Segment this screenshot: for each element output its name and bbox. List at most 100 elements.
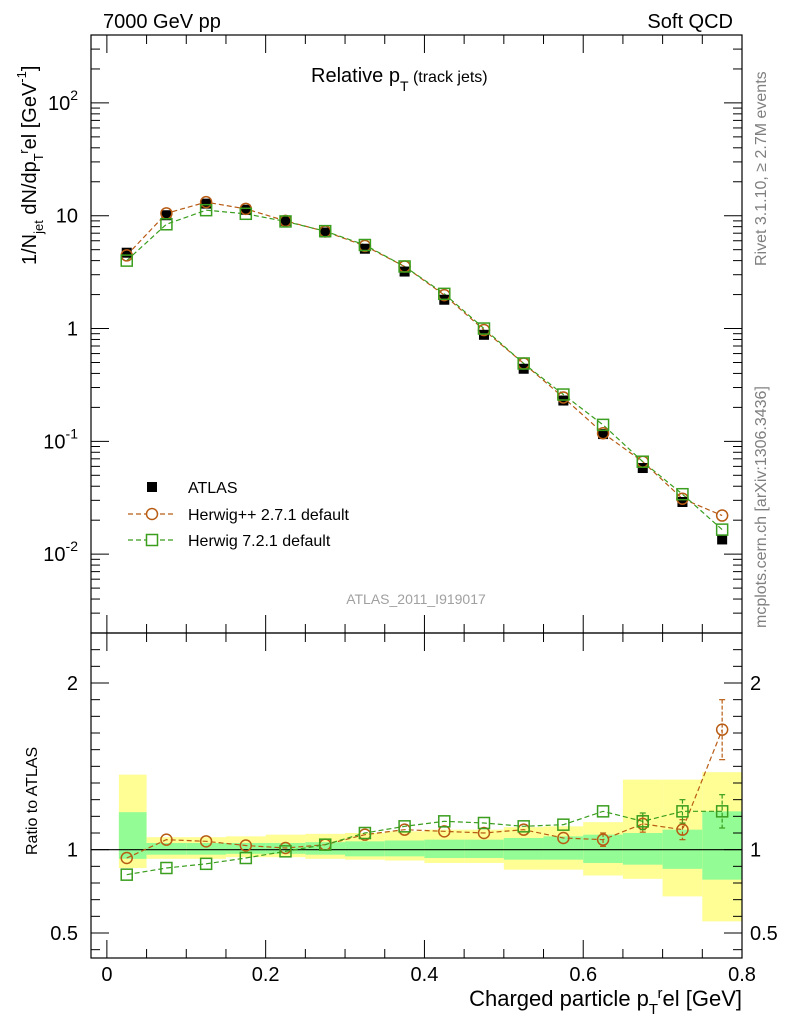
process-label: Soft QCD (647, 11, 733, 33)
x-tick-label: 0 (101, 964, 112, 986)
atlas-point (121, 247, 132, 258)
y-tick-label: 10-2 (43, 538, 78, 566)
main-ylabel: 1/Njet dN/dpTrel [GeV-1] (14, 66, 46, 265)
x-tick-label: 0.2 (252, 964, 280, 986)
ratio-y-tick-label: 0.5 (50, 923, 78, 945)
herwig7-point (596, 418, 610, 432)
x-tick-label: 0.4 (411, 964, 439, 986)
uncertainty-band-inner (118, 812, 147, 859)
herwigpp-line (126, 201, 723, 517)
legend-label: Herwig 7.2.1 default (188, 533, 331, 550)
herwig7-point (318, 224, 332, 238)
herwig7-point (120, 254, 133, 267)
uncertainty-band-inner (622, 833, 663, 865)
atlas-point (359, 243, 370, 254)
x-tick-label: 0.8 (728, 964, 756, 986)
ratio-herwigpp-line (126, 729, 723, 859)
uncertainty-band-inner (186, 843, 226, 855)
herwig7-point (676, 487, 689, 501)
ratio-herwigpp-point (715, 723, 729, 736)
uncertainty-band-inner (424, 839, 465, 858)
atlas-point (201, 198, 212, 209)
y-tick-label: 1 (67, 319, 78, 341)
herwig7-point (477, 322, 491, 335)
herwig7-point (715, 523, 729, 536)
atlas-point (717, 534, 728, 545)
ratio-herwig7-point (398, 820, 411, 833)
ratio-herwig7-point (517, 820, 530, 833)
ratio-herwigpp-point (120, 851, 133, 865)
ratio-herwig7-point (715, 805, 729, 818)
ratio-herwigpp-point (438, 825, 451, 838)
ratio-y-tick-label: 2 (67, 673, 78, 695)
ratio-panel: 0.5 0.5 1 1 2 2 0 0.2 0.4 0.6 0.8 Ratio to ATLAS C… (24, 632, 778, 1018)
ratio-herwig7-point (636, 815, 650, 828)
uncertainty-band-inner (345, 841, 385, 857)
ratio-herwig7-point (279, 845, 292, 858)
herwigpp-point (199, 195, 213, 209)
uncertainty-band-inner (583, 834, 623, 863)
ratio-herwig7-point (239, 851, 253, 865)
ratio-herwigpp-point (557, 831, 570, 845)
uncertainty-band-inner (384, 840, 425, 857)
atlas-point (677, 496, 688, 507)
ratio-herwigpp-point (199, 835, 213, 848)
uncertainty-band-inner (464, 839, 504, 858)
uncertainty-band-inner (543, 836, 584, 860)
plot-title: Relative pT (track jets) (311, 65, 488, 94)
energy-label: 7000 GeV pp (103, 11, 221, 33)
uncertainty-band-inner (146, 843, 187, 855)
ratio-herwig7-point (676, 805, 689, 818)
ratio-herwigpp-point (477, 826, 491, 840)
ratio-y-tick-label-right: 0.5 (750, 923, 778, 945)
legend-herwigpp-marker (145, 507, 159, 521)
ratio-herwig7-line (126, 810, 723, 876)
ratio-herwig7-point (318, 838, 332, 851)
herwig7-point (199, 203, 213, 217)
y-tick-label: 10 (56, 206, 78, 228)
atlas-point (240, 204, 251, 215)
ratio-y-tick-label: 1 (67, 840, 78, 862)
ratio-herwig7-point (358, 826, 372, 840)
ratio-herwig7-point (557, 818, 570, 831)
ratio-herwigpp-point (239, 839, 253, 852)
atlas-point (637, 463, 648, 474)
ratio-herwig7-point (199, 857, 213, 871)
x-tick-label: 0.6 (569, 964, 597, 986)
atlas-point (320, 227, 331, 238)
herwigpp-point (715, 509, 729, 522)
legend-herwig7-marker (145, 533, 159, 547)
ratio-y-tick-label-right: 1 (750, 840, 761, 862)
ratio-herwig7-point (596, 805, 610, 818)
uncertainty-band-inner (702, 811, 742, 880)
ratio-herwig7-point (477, 816, 491, 830)
uncertainty-band-inner (225, 843, 266, 854)
ratio-herwig7-point (160, 861, 173, 875)
herwig7-point (239, 207, 253, 221)
legend-label: ATLAS (188, 480, 238, 497)
y-tick-label: 10-1 (43, 425, 78, 453)
legend: ATLAS Herwig++ 2.7.1 default Herwig 7.2.1 … (128, 480, 350, 550)
ratio-herwig7-point (120, 868, 133, 881)
ratio-frame (90, 632, 743, 959)
herwig7-point (438, 287, 451, 301)
herwigpp-point (596, 426, 610, 440)
herwig7-point (517, 357, 530, 370)
x-axis-label: Charged particle pTrel [GeV] (469, 985, 742, 1018)
atlas-point (161, 210, 172, 221)
herwig7-point (557, 388, 570, 401)
y-tick-label: 102 (48, 87, 78, 115)
herwig7-point (398, 260, 411, 273)
rivet-version-label: Rivet 3.1.10, ≥ 2.7M events (753, 71, 770, 266)
ratio-ylabel: Ratio to ATLAS (24, 747, 41, 855)
legend-label: Herwig++ 2.7.1 default (188, 507, 350, 524)
ratio-herwigpp-point (676, 823, 689, 836)
ratio-y-tick-label-right: 2 (750, 673, 761, 695)
mcplots-label: mcplots.cern.ch [arXiv:1306.3436] (753, 386, 770, 628)
herwig7-line (126, 209, 723, 531)
herwig7-point (160, 218, 173, 231)
analysis-id: ATLAS_2011_I919017 (346, 591, 486, 607)
ratio-herwigpp-point (160, 833, 173, 846)
